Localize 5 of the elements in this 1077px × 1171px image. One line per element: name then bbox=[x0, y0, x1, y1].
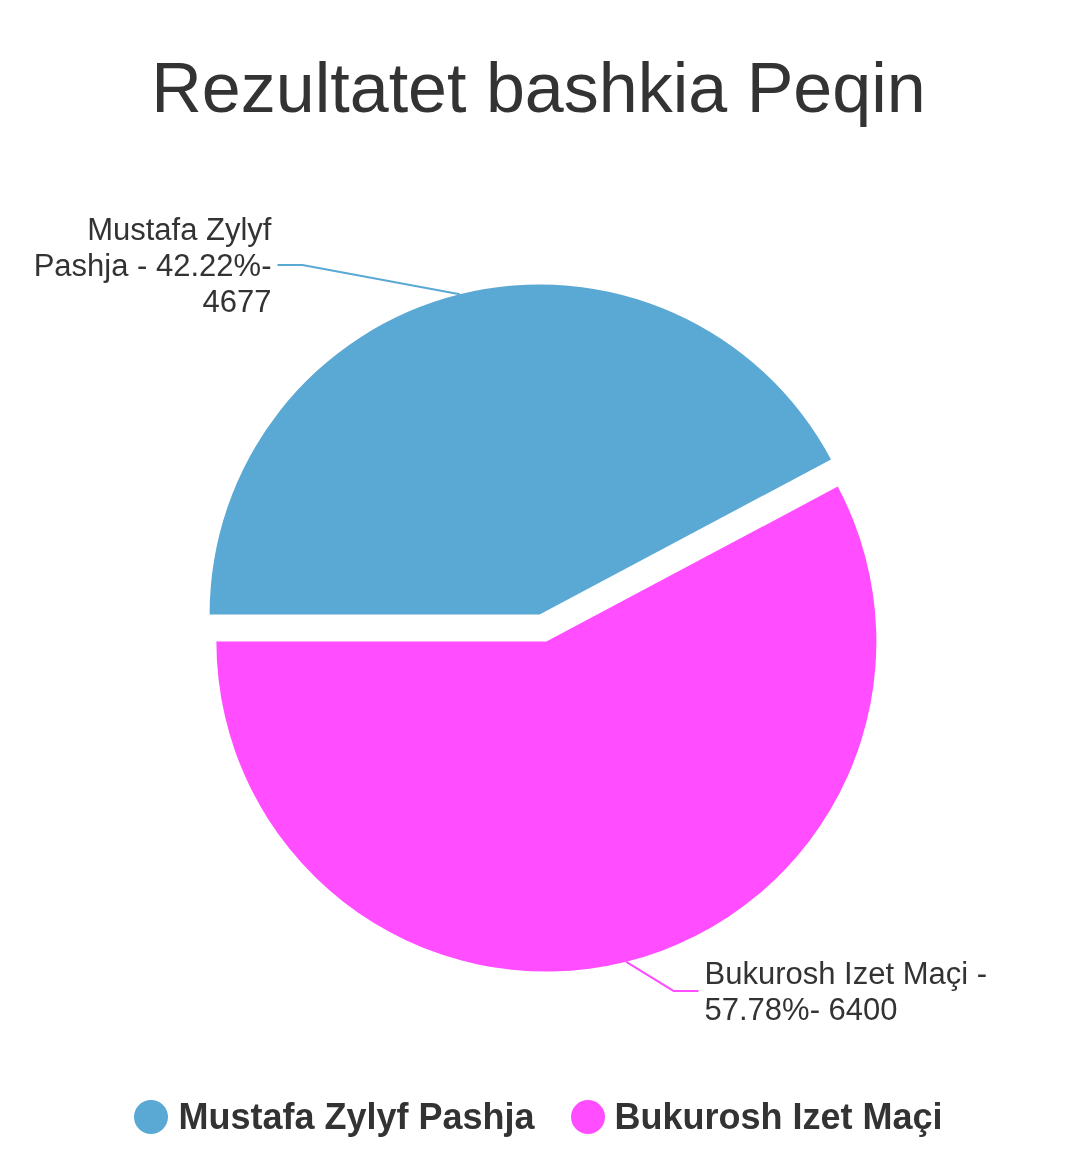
legend-label: Mustafa Zylyf Pashja bbox=[178, 1096, 535, 1138]
chart-title: Rezultatet bashkia Peqin bbox=[150, 48, 927, 128]
legend-label: Bukurosh Izet Maçi bbox=[614, 1096, 943, 1138]
text: Bukurosh Izet Maçi - 57.78%- 6400 bbox=[704, 955, 988, 1027]
text: Mustafa Zylyf Pashja - 42.22%- 4677 bbox=[33, 211, 272, 319]
